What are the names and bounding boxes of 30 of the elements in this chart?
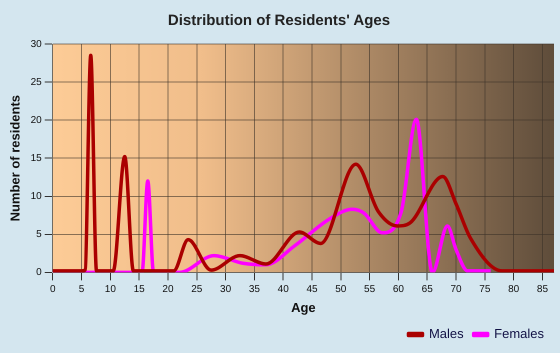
y-tick-label: 0	[36, 267, 42, 278]
x-tick-label: 15	[134, 284, 146, 296]
y-tick-label: 5	[36, 229, 42, 240]
x-tick-label: 50	[335, 284, 347, 296]
x-tick-label: 35	[248, 284, 260, 296]
x-tick-label: 45	[306, 284, 318, 296]
x-tick-label: 60	[392, 284, 404, 296]
legend-label: Males	[428, 326, 464, 342]
chart-title: Distribution of Residents' Ages	[168, 12, 390, 30]
y-tick-label: 15	[30, 152, 42, 164]
x-tick-label: 5	[78, 284, 85, 296]
y-tick-label: 30	[30, 38, 42, 50]
x-tick-label: 30	[220, 284, 232, 296]
y-tick-label: 25	[30, 76, 42, 88]
x-tick-label: 75	[479, 284, 491, 296]
x-tick-label: 85	[536, 284, 548, 296]
x-tick-label: 40	[278, 284, 290, 296]
y-tick-label: 10	[30, 191, 42, 202]
x-tick-label: 25	[191, 284, 203, 296]
x-tick-label: 20	[162, 284, 174, 296]
y-axis-title: Number of residents	[7, 94, 22, 222]
x-tick-label: 0	[50, 284, 56, 296]
y-tick-label: 20	[30, 114, 42, 126]
x-tick-label: 65	[422, 284, 434, 296]
x-tick-label: 80	[508, 284, 520, 296]
x-tick-label: 10	[104, 284, 116, 296]
legend-label: Females	[494, 326, 544, 342]
x-tick-label: 70	[450, 284, 462, 296]
x-axis-title: Age	[291, 300, 316, 315]
x-tick-label: 55	[364, 284, 376, 296]
